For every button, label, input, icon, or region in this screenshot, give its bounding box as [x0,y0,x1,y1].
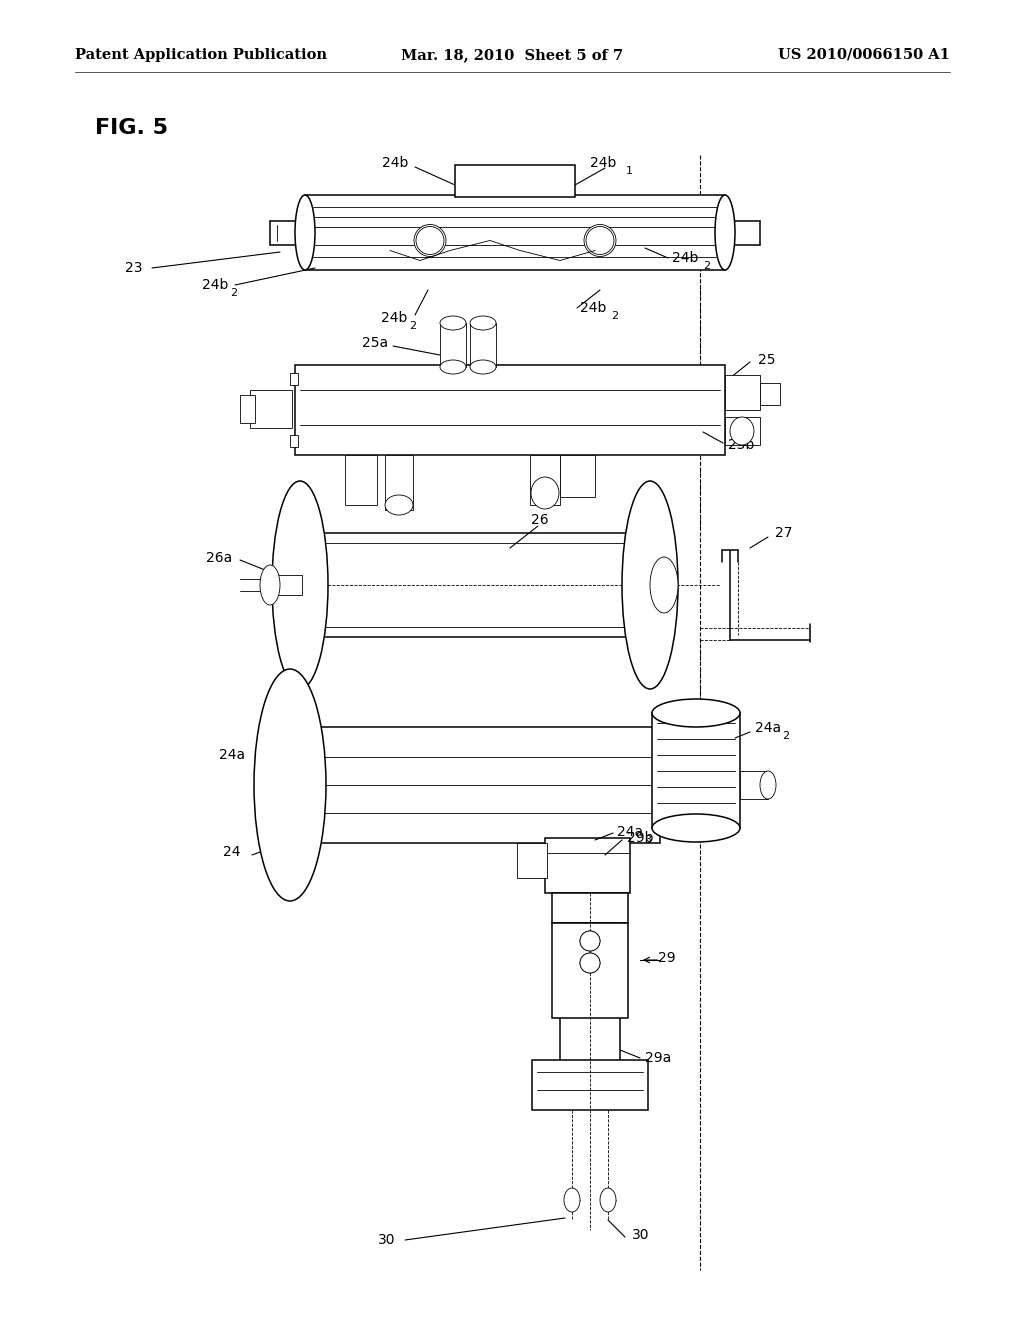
Text: 24b: 24b [381,312,407,325]
Bar [290,436,298,447]
Text: Patent Application Publication: Patent Application Publication [75,48,327,62]
Ellipse shape [715,195,735,271]
Text: 24b: 24b [202,279,228,292]
Text: 24a: 24a [219,748,245,762]
Bar [270,576,302,595]
Ellipse shape [272,480,328,689]
Text: 2: 2 [703,261,710,271]
Bar [440,323,466,367]
Text: 24a: 24a [755,721,781,735]
Bar [300,533,650,638]
Ellipse shape [470,315,496,330]
Bar [552,923,628,1018]
Bar [652,713,740,828]
Ellipse shape [440,315,466,330]
Text: 23: 23 [126,261,143,275]
Bar [532,1060,648,1110]
Bar [305,195,725,271]
Bar [560,455,595,498]
Bar [250,389,292,428]
Text: 29: 29 [658,950,676,965]
Ellipse shape [652,814,740,842]
Ellipse shape [580,953,600,973]
Ellipse shape [584,224,616,256]
Ellipse shape [440,360,466,374]
Bar [290,727,660,843]
Bar [240,395,255,422]
Ellipse shape [580,931,600,950]
Text: FIG. 5: FIG. 5 [95,117,168,139]
Text: 24b: 24b [382,156,409,170]
Bar [530,455,560,506]
Bar [345,455,377,506]
Text: US 2010/0066150 A1: US 2010/0066150 A1 [778,48,950,62]
Text: 1: 1 [626,166,633,176]
Text: 30: 30 [378,1233,395,1247]
Text: 29a: 29a [645,1051,672,1065]
Text: 2: 2 [409,321,416,331]
Bar [470,323,496,367]
Ellipse shape [260,565,280,605]
Ellipse shape [652,700,740,727]
Text: 24b: 24b [590,156,616,170]
Text: 2: 2 [611,312,618,321]
Bar [560,923,620,1090]
Ellipse shape [760,771,776,799]
Ellipse shape [650,557,678,612]
Ellipse shape [580,931,600,950]
Ellipse shape [730,417,754,445]
Text: 2: 2 [230,288,238,298]
Text: 3: 3 [644,836,651,845]
Ellipse shape [564,1188,580,1212]
Ellipse shape [414,224,446,256]
Bar [740,771,768,799]
Bar [455,165,575,197]
Ellipse shape [580,953,600,973]
Ellipse shape [254,669,326,902]
Bar [295,366,725,455]
Bar [385,455,413,510]
Text: 30: 30 [632,1228,649,1242]
Text: 25a: 25a [361,337,388,350]
Bar [760,383,780,405]
Bar [552,894,628,923]
Text: 24: 24 [222,845,240,859]
Bar [725,417,760,445]
Text: 2: 2 [782,731,790,741]
Text: 24b: 24b [580,301,606,315]
Bar [517,843,547,878]
Text: 25: 25 [758,352,775,367]
Text: 24b: 24b [672,251,698,265]
Text: Mar. 18, 2010  Sheet 5 of 7: Mar. 18, 2010 Sheet 5 of 7 [401,48,623,62]
Ellipse shape [295,195,315,271]
Bar [545,838,630,894]
Text: 25b: 25b [728,438,755,451]
Bar [725,375,760,411]
Ellipse shape [531,477,559,510]
Bar [290,374,298,385]
Ellipse shape [385,495,413,515]
Text: 29b: 29b [627,832,653,845]
Text: 27: 27 [775,525,793,540]
Ellipse shape [600,1188,616,1212]
Ellipse shape [470,360,496,374]
Text: 26: 26 [531,513,549,527]
Text: 26a: 26a [206,550,232,565]
Ellipse shape [622,480,678,689]
Text: 24a: 24a [617,825,643,840]
